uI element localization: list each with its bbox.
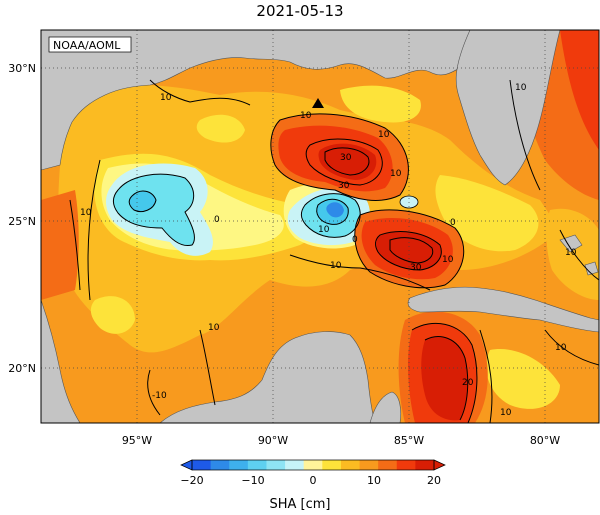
lat-tick-20: 20°N [8, 362, 36, 375]
colorbar-label: SHA [cm] [269, 497, 331, 512]
contour-labels: 10 10 10 10 30 30 0 10 10 0 0 10 30 20 1… [80, 83, 577, 418]
svg-text:30: 30 [338, 181, 350, 191]
svg-text:10: 10 [555, 343, 567, 353]
svg-text:30: 30 [410, 263, 422, 273]
svg-text:10: 10 [500, 408, 512, 418]
sha-region-yellow-north [340, 85, 421, 123]
colorbar-cell [415, 460, 435, 470]
lon-tick-85: 85°W [394, 434, 424, 447]
credit-box [48, 36, 132, 53]
colorbar-left-arrow [180, 459, 193, 471]
svg-text:10: 10 [442, 255, 454, 265]
svg-text:0: 0 [352, 235, 358, 245]
warm-caribbean-core [421, 336, 468, 421]
svg-text:10: 10 [300, 111, 312, 121]
map-frame [40, 29, 600, 424]
buoy-marker [312, 98, 324, 108]
land-florida [455, 30, 561, 186]
colorbar: −20 −10 0 10 20 [180, 459, 446, 487]
colorbar-cell [192, 460, 212, 470]
svg-text:10: 10 [80, 208, 92, 218]
colorbar-cell [285, 460, 305, 470]
map-title: 2021-05-13 [256, 2, 344, 20]
svg-text:30: 30 [340, 153, 352, 163]
cold-eddy-west-core [129, 191, 156, 212]
land-cuba [407, 286, 599, 333]
colorbar-cell [359, 460, 379, 470]
svg-text:10: 10 [565, 248, 577, 258]
colorbar-tick-m20: −20 [180, 474, 203, 487]
svg-text:0: 0 [214, 215, 220, 225]
colorbar-cell [396, 460, 416, 470]
contour-lines [69, 79, 599, 423]
svg-text:10: 10 [160, 93, 172, 103]
colorbar-right-arrow [433, 459, 446, 471]
colorbar-cell [322, 460, 342, 470]
svg-text:10: 10 [318, 225, 330, 235]
svg-text:10: 10 [330, 261, 342, 271]
sha-region-yellow-ne [435, 175, 539, 252]
land-central-america [369, 391, 402, 423]
svg-text:20: 20 [462, 378, 474, 388]
sha-region-yellow-caribbean [486, 349, 560, 409]
colorbar-cell [229, 460, 249, 470]
loop-current-core [375, 231, 442, 270]
colorbar-tick-10: 10 [367, 474, 381, 487]
lat-tick-30: 30°N [8, 62, 36, 75]
gridlines [41, 30, 599, 423]
sha-region-yellow-west [90, 296, 135, 334]
atlantic-yellow [546, 208, 599, 300]
colorbar-cell [303, 460, 323, 470]
colorbar-tick-m10: −10 [241, 474, 264, 487]
colorbar-cell [210, 460, 230, 470]
west-boundary-strip [41, 190, 79, 300]
colorbar-tick-0: 0 [310, 474, 317, 487]
colorbar-tick-20: 20 [427, 474, 441, 487]
svg-text:10: 10 [515, 83, 527, 93]
svg-text:10: 10 [378, 130, 390, 140]
colorbar-cell [378, 460, 398, 470]
cold-eddy-central-deep [326, 202, 344, 218]
colorbar-cell [247, 460, 267, 470]
svg-text:0: 0 [450, 218, 456, 228]
land-bahamas [559, 234, 599, 276]
svg-text:10: 10 [208, 323, 220, 333]
land-mexico-south [159, 331, 376, 423]
cold-eddy-west-mid [113, 174, 195, 246]
lat-tick-25: 25°N [8, 215, 36, 228]
lon-tick-95: 95°W [122, 434, 152, 447]
svg-text:-10: -10 [152, 391, 167, 401]
sha-region-yellow-mid [196, 114, 245, 143]
lon-tick-90: 90°W [258, 434, 288, 447]
colorbar-cell [266, 460, 286, 470]
credit-label: NOAA/AOML [53, 39, 121, 52]
land-mexico [41, 299, 81, 423]
svg-text:10: 10 [390, 169, 402, 179]
colorbar-cell [340, 460, 361, 470]
lon-tick-80: 80°W [530, 434, 560, 447]
land-us-gulf-coast [41, 30, 501, 171]
atlantic-red [560, 30, 599, 150]
